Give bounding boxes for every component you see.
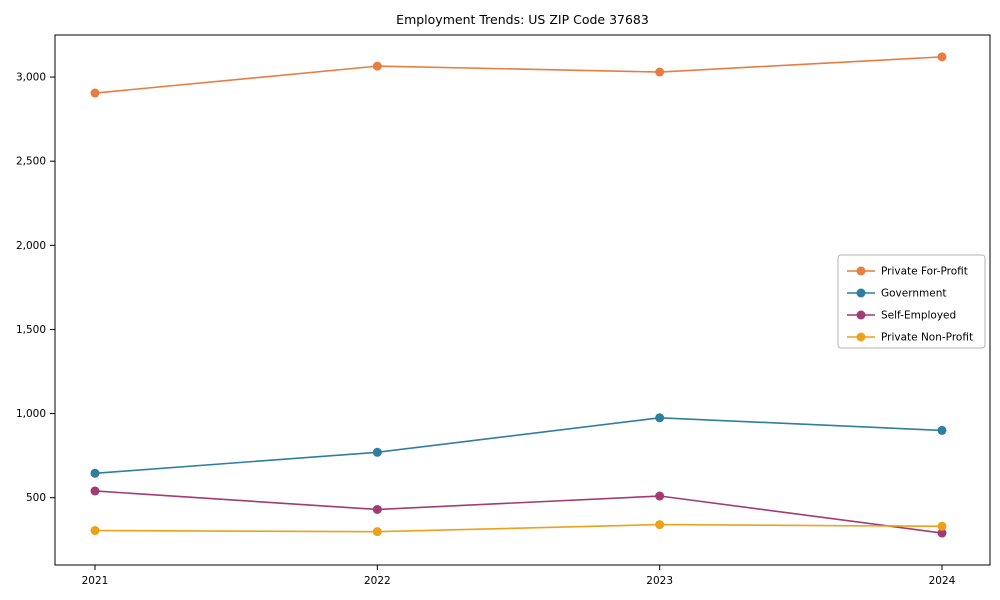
legend-marker — [856, 310, 866, 320]
series-marker — [372, 527, 382, 537]
x-axis-tick-label: 2022 — [364, 575, 391, 587]
series-line — [94, 490, 943, 534]
series-marker — [655, 67, 665, 77]
y-axis-tick-label: 2,000 — [16, 240, 46, 252]
legend-item-label: Government — [881, 288, 946, 300]
series-line — [94, 416, 943, 475]
y-axis-tick-label: 1,000 — [16, 408, 46, 420]
chart-title: Employment Trends: US ZIP Code 37683 — [396, 12, 649, 27]
x-axis-tick-label: 2023 — [646, 575, 673, 587]
legend-item-label: Private For-Profit — [881, 266, 968, 278]
series-marker — [937, 52, 947, 62]
series-marker — [655, 520, 665, 530]
legend-marker — [856, 332, 866, 342]
series-marker — [372, 447, 382, 457]
plot-area-border — [54, 34, 991, 566]
series-marker — [372, 61, 382, 71]
series-marker — [655, 413, 665, 423]
legend-box — [837, 254, 986, 349]
series-marker — [655, 491, 665, 501]
series-marker — [90, 468, 100, 478]
y-axis-tick-label: 3,000 — [16, 72, 46, 84]
legend-item-label: Self-Employed — [881, 310, 956, 322]
series-marker — [937, 425, 947, 435]
y-axis-tick-label: 2,500 — [16, 156, 46, 168]
series-line — [94, 523, 943, 533]
x-axis-tick-label: 2024 — [929, 575, 956, 587]
x-axis-tick-label: 2021 — [82, 575, 109, 587]
legend-marker — [856, 288, 866, 298]
y-axis-tick-label: 1,500 — [16, 324, 46, 336]
series-marker — [937, 528, 947, 538]
series-marker — [372, 504, 382, 514]
y-axis-tick-label: 500 — [26, 492, 46, 504]
series-line — [94, 56, 943, 94]
legend-marker — [856, 266, 866, 276]
series-marker — [90, 88, 100, 98]
series-marker — [90, 486, 100, 496]
series-marker — [937, 521, 947, 531]
legend-item-label: Private Non-Profit — [881, 332, 973, 344]
series-marker — [90, 526, 100, 536]
